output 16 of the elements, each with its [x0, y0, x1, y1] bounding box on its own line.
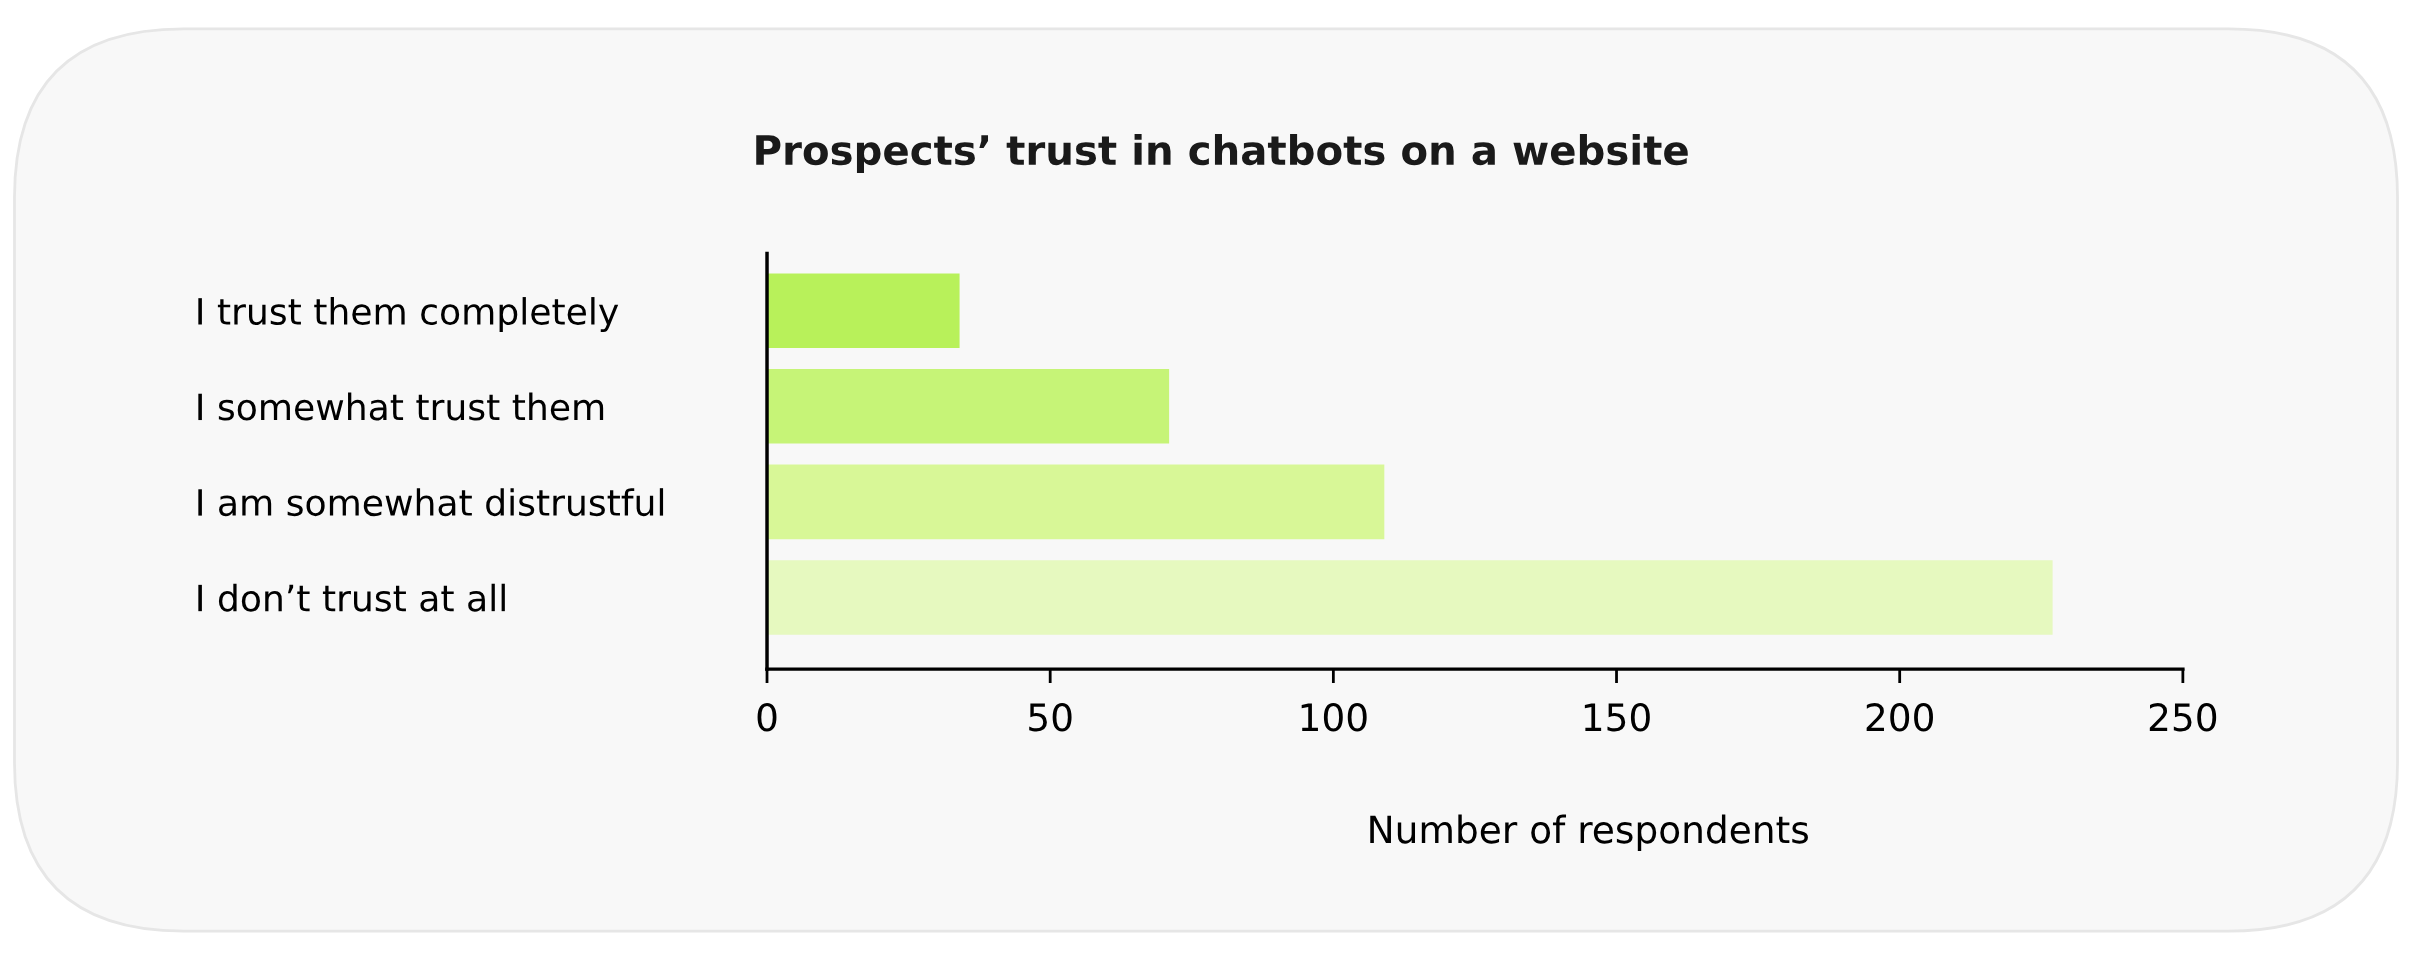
x-axis-title: Number of respondents	[1370, 814, 1808, 851]
x-tick-label: 250	[2149, 703, 2217, 732]
y-tick-label: I somewhat trust them	[198, 392, 604, 421]
x-tick-label: 150	[1584, 703, 1650, 732]
chart-title: Prospects’ trust in chatbots on a website	[756, 134, 1688, 174]
x-tick-label: 200	[1866, 703, 1933, 732]
y-tick-label: I trust them completely	[198, 297, 619, 332]
x-tick-label: 50	[1029, 703, 1072, 732]
bar	[767, 369, 1170, 444]
bar	[767, 273, 960, 349]
y-tick-label: I don’t trust at all	[198, 583, 505, 612]
x-tick-label: 100	[1301, 703, 1367, 732]
bar	[767, 464, 1385, 540]
y-tick-label: I am somewhat distrustful	[198, 488, 664, 517]
x-tick-label: 0	[757, 703, 777, 732]
bar	[767, 560, 2053, 635]
